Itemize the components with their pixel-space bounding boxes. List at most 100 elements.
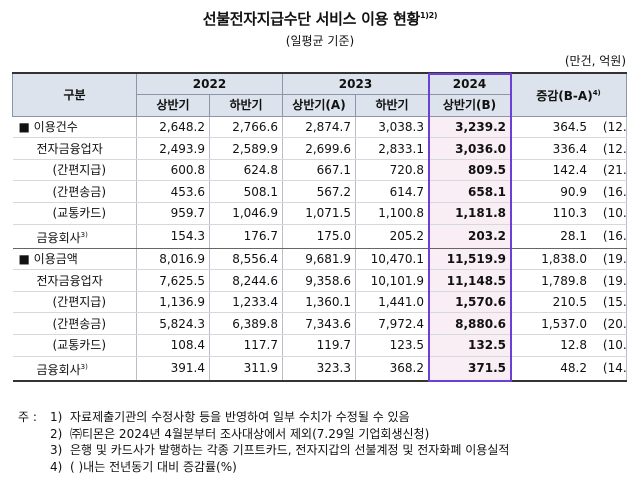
value-cell: 3,036.0	[428, 137, 511, 160]
title-text: 선불전자지급수단 서비스 이용 현황	[202, 10, 421, 28]
row-label: 금융회사3)	[12, 224, 137, 249]
footnote-text: 은행 및 카드사가 발행하는 각종 기프트카드, 전자지갑의 선불계정 및 전자…	[70, 443, 510, 457]
change-cell: 1,789.8 (19.1)	[510, 269, 627, 292]
change-percent: (10.7)	[602, 338, 627, 353]
footnote-number: 1)	[50, 410, 63, 424]
row-label: 전자금융업자	[12, 137, 137, 160]
value-cell: 11,148.5	[428, 269, 511, 292]
value-cell: 2,648.2	[136, 115, 210, 139]
value-cell: 7,972.4	[355, 312, 429, 336]
header-half: 하반기	[355, 94, 429, 117]
value-cell: 2,589.9	[209, 137, 283, 160]
change-value: 336.4	[552, 141, 587, 156]
change-value: 1,537.0	[541, 316, 587, 331]
footnote-row: 2) ㈜티몬은 2024년 4월분부터 조사대상에서 제외(7.29일 기업회생신…	[18, 426, 509, 443]
table-row: 전자금융업자 2,493.9 2,589.9 2,699.6 2,833.1 3,036.…	[12, 137, 627, 160]
value-cell: 614.7	[355, 180, 429, 204]
header-year-2024: 2024	[428, 72, 511, 96]
value-cell: 9,358.6	[282, 269, 356, 292]
change-cell: 1,537.0 (20.9)	[510, 312, 627, 336]
change-cell: 210.5 (15.5)	[510, 291, 627, 314]
footnote-row: 3) 은행 및 카드사가 발행하는 각종 기프트카드, 전자지갑의 선불계정 및 …	[18, 442, 509, 459]
footnote-text: ( )내는 전년동기 대비 증감률(%)	[70, 459, 237, 474]
value-cell: 311.9	[209, 356, 283, 382]
table-body: ■ 이용건수 2,648.2 2,766.6 2,874.7 3,038.3 3,239.…	[12, 115, 627, 382]
change-percent: (20.9)	[602, 316, 627, 331]
footnote-row: 주 : 1) 자료제출기관의 수정사항 등을 반영하여 일부 수치가 수정될 수 있…	[18, 409, 509, 426]
value-cell: 8,556.4	[209, 248, 283, 271]
value-cell: 203.2	[428, 224, 511, 249]
header-half: 하반기	[209, 94, 283, 117]
header-change-note: 4)	[592, 89, 601, 98]
value-cell: 5,824.3	[136, 312, 210, 336]
value-cell: 10,470.1	[355, 248, 429, 271]
table-row: 전자금융업자 7,625.5 8,244.6 9,358.6 10,101.9 11,14…	[12, 269, 627, 292]
change-value: 142.4	[552, 163, 587, 178]
value-cell: 108.4	[136, 334, 210, 357]
value-cell: 2,493.9	[136, 137, 210, 160]
value-cell: 624.8	[209, 159, 283, 182]
row-label-text: ■ 이용건수	[18, 119, 78, 134]
table-row: ■ 이용건수 2,648.2 2,766.6 2,874.7 3,038.3 3,239.…	[12, 115, 627, 139]
change-cell: 364.5 (12.7)	[510, 115, 627, 139]
value-cell: 453.6	[136, 180, 210, 204]
row-label-note: 3)	[80, 230, 88, 239]
header-half: 상반기(B)	[428, 94, 511, 117]
value-cell: 600.8	[136, 159, 210, 182]
row-label-text: ■ 이용금액	[18, 251, 78, 266]
usage-table: 구분 2022 2023 2024 증감(B-A)4) 상반기 하반기 상반기(…	[12, 71, 627, 382]
change-cell: 48.2 (14.9)	[510, 356, 627, 382]
change-percent: (10.3)	[602, 206, 627, 221]
change-percent: (16.0)	[602, 184, 627, 199]
value-cell: 123.5	[355, 334, 429, 357]
change-value: 110.3	[552, 206, 587, 221]
row-label: 금융회사3)	[12, 356, 137, 382]
value-cell: 567.2	[282, 180, 356, 204]
value-cell: 8,016.9	[136, 248, 210, 271]
row-label-text: 금융회사	[36, 362, 81, 377]
change-value: 28.1	[560, 229, 587, 244]
value-cell: 368.2	[355, 356, 429, 382]
header-year-2023: 2023	[282, 72, 429, 96]
table-row: 금융회사3)391.4311.9323.3368.2371.548.2(14.9…	[12, 356, 627, 382]
row-label: (간편지급)	[12, 291, 137, 314]
row-label: (교통카드)	[12, 202, 137, 225]
change-percent: (12.5)	[602, 141, 627, 156]
page-title: 선불전자지급수단 서비스 이용 현황1)2)	[0, 8, 640, 29]
value-cell: 11,519.9	[428, 248, 511, 271]
value-cell: 809.5	[428, 159, 511, 182]
change-cell: 1,838.0 (19.0)	[510, 248, 627, 271]
table-row: (간편지급) 600.8 624.8 667.1 720.8 809.5 142.4 (21.…	[12, 159, 627, 182]
value-cell: 1,046.9	[209, 202, 283, 225]
row-label: ■ 이용금액	[12, 248, 137, 271]
value-cell: 119.7	[282, 334, 356, 357]
value-cell: 154.3	[136, 224, 210, 249]
change-cell: 12.8 (10.7)	[510, 334, 627, 357]
change-cell: 142.4 (21.3)	[510, 159, 627, 182]
row-label-text: (교통카드)	[52, 338, 107, 353]
change-value: 364.5	[552, 119, 587, 134]
value-cell: 8,244.6	[209, 269, 283, 292]
value-cell: 720.8	[355, 159, 429, 182]
footnote-number: 2)	[50, 426, 63, 441]
unit-label: (만건, 억원)	[564, 54, 626, 68]
value-cell: 205.2	[355, 224, 429, 249]
value-cell: 371.5	[428, 356, 511, 382]
change-value: 210.5	[552, 295, 587, 310]
table-row: ■ 이용금액 8,016.9 8,556.4 9,681.9 10,470.1 11,51…	[12, 248, 627, 271]
row-label: ■ 이용건수	[12, 115, 137, 139]
value-cell: 2,833.1	[355, 137, 429, 160]
value-cell: 959.7	[136, 202, 210, 225]
value-cell: 7,343.6	[282, 312, 356, 336]
value-cell: 508.1	[209, 180, 283, 204]
footnote-row: 4) ( )내는 전년동기 대비 증감률(%)	[18, 459, 509, 476]
change-percent: (16.1)	[602, 229, 627, 244]
row-label-note: 3)	[80, 362, 88, 371]
change-percent: (19.0)	[602, 251, 627, 266]
footnote-text: ㈜티몬은 2024년 4월분부터 조사대상에서 제외(7.29일 기업회생신청)	[70, 426, 430, 441]
row-label-text: 전자금융업자	[36, 273, 103, 288]
header-half: 상반기	[136, 94, 210, 117]
value-cell: 1,570.6	[428, 291, 511, 314]
